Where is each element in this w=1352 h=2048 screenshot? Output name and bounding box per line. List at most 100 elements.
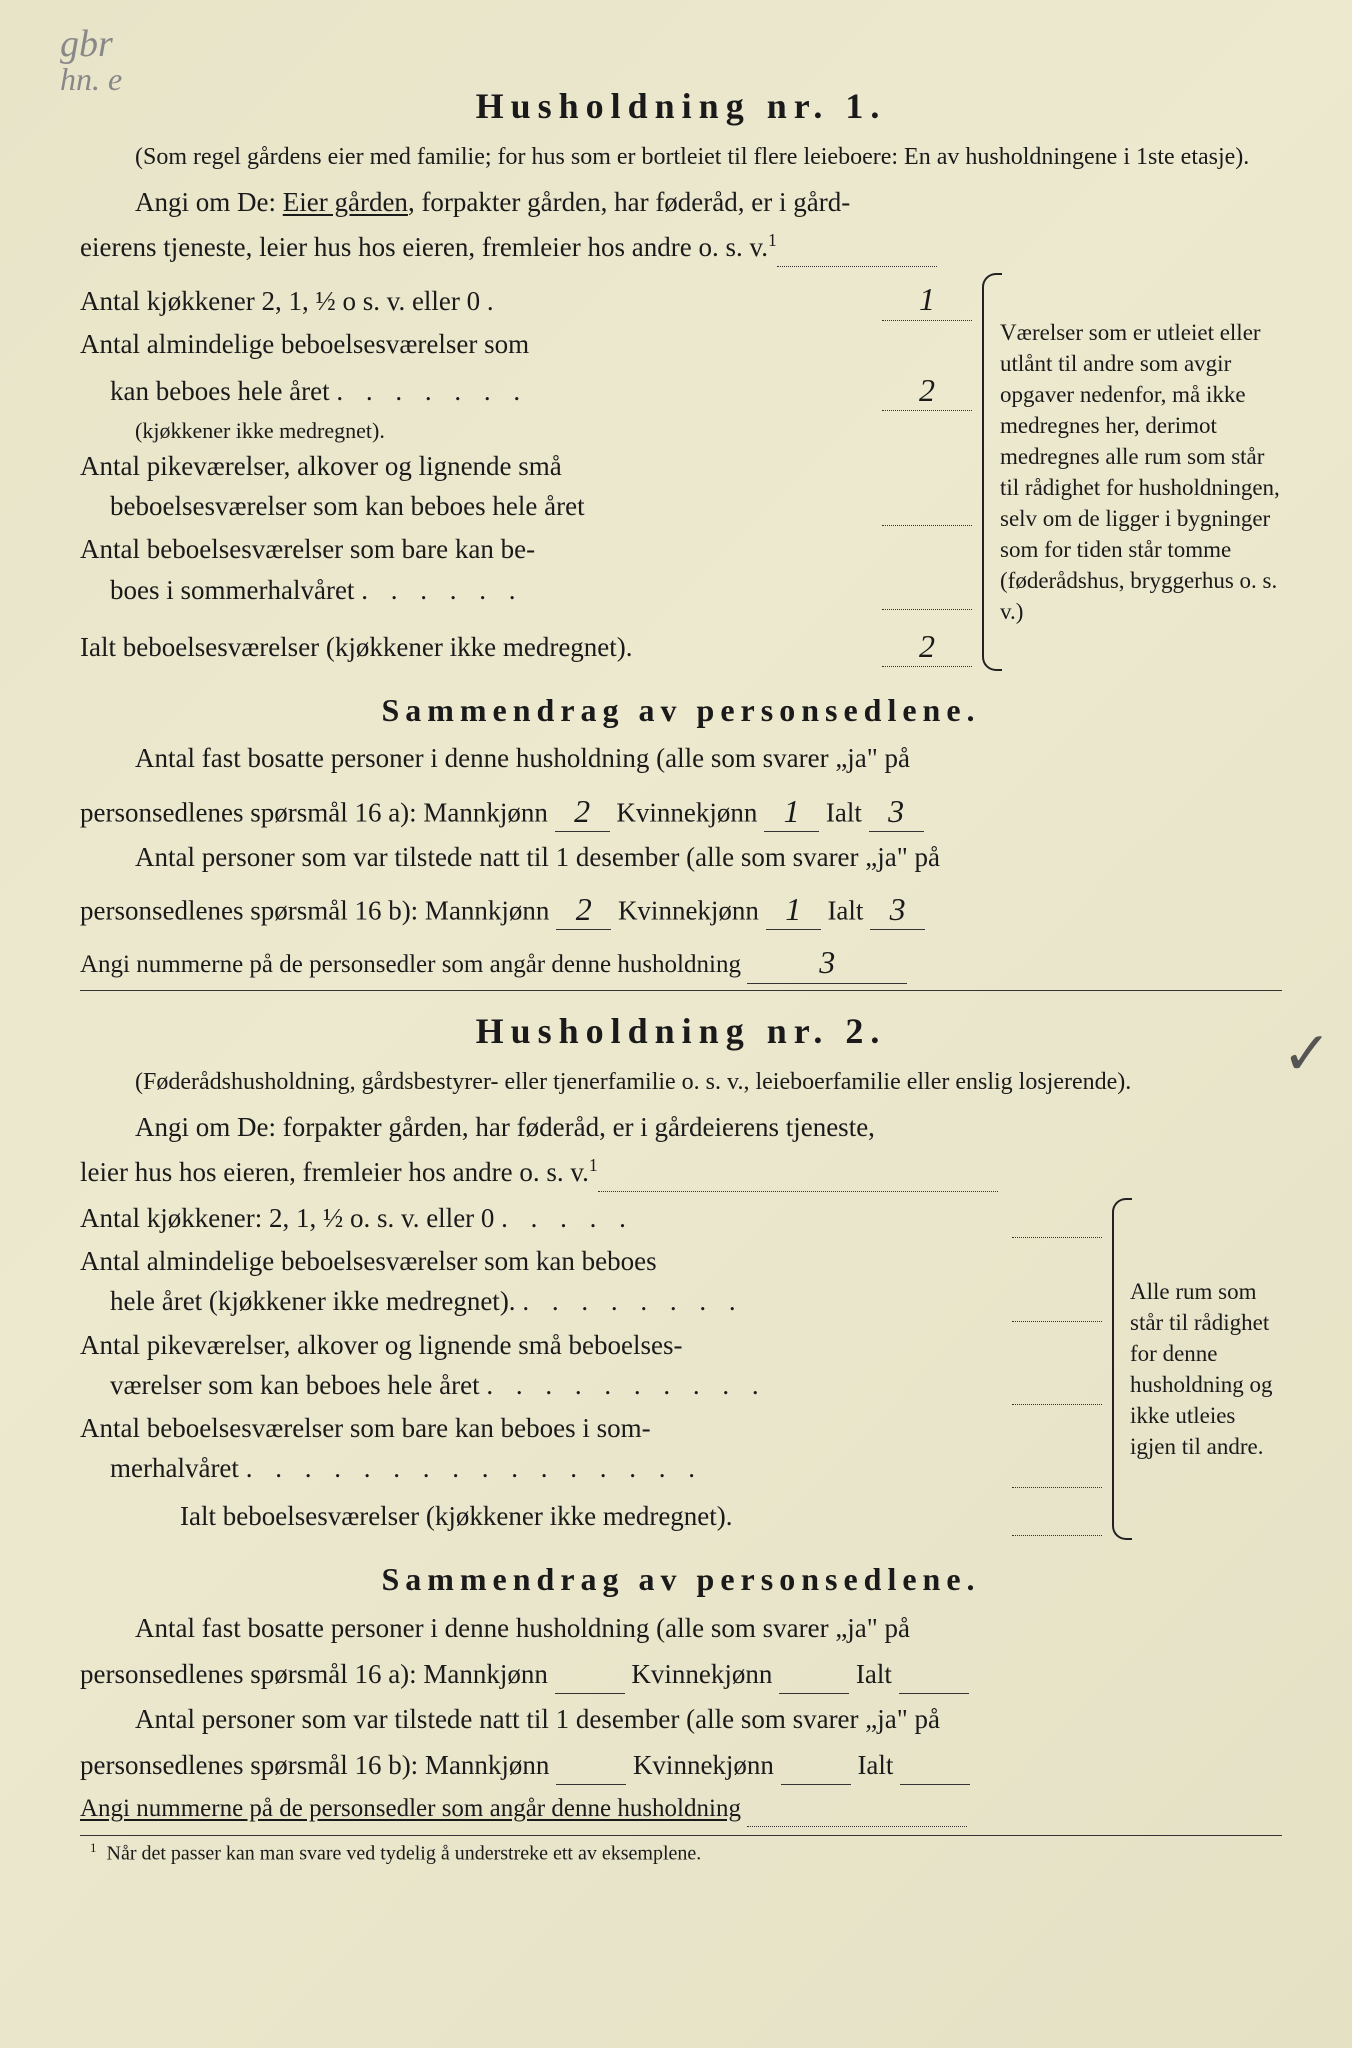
s1-line1a: Antal fast bosatte personer i denne hush… (80, 739, 1282, 778)
s1-kvinn16a: 1 (764, 785, 819, 832)
h2-row3-label2: værelser som kan beboes hele året . . . … (80, 1366, 1012, 1405)
row4-label1: Antal beboelsesværelser som bare kan be- (80, 530, 972, 569)
s2-angi-nr: Angi nummerne på de personsedler som ang… (80, 1791, 1282, 1827)
h2-row1-fill (1012, 1198, 1102, 1238)
h2-row3-item: værelser som kan beboes hele året . . . … (80, 1365, 1102, 1405)
s1-16b-pre: personsedlenes spørsmål 16 b): Mannkjønn (80, 895, 549, 925)
s2-line1b: personsedlenes spørsmål 16 a): Mannkjønn… (80, 1654, 1282, 1694)
s2-ialt16a (899, 1654, 969, 1694)
s1-line2b: personsedlenes spørsmål 16 b): Mannkjønn… (80, 883, 1282, 930)
row2-item: kan beboes hele året . . . . . . . 2 (80, 364, 972, 411)
s1-mann16b: 2 (556, 883, 611, 930)
row5-value: 2 (913, 623, 941, 669)
household2-paren: (Føderådshusholdning, gårdsbestyrer- ell… (80, 1065, 1282, 1100)
h2-row4-label2: merhalvåret . . . . . . . . . . . . . . … (80, 1449, 1012, 1488)
row5-item: Ialt beboelsesværelser (kjøkkener ikke m… (80, 620, 972, 667)
household2-angi: Angi om De: forpakter gården, har føderå… (80, 1108, 1282, 1147)
h2-row4-fill (1012, 1448, 1102, 1488)
kvinn-lbl: Kvinnekjønn (616, 797, 757, 827)
s2-angi-blank (747, 1800, 967, 1828)
household1-rooms-block: Antal kjøkkener 2, 1, ½ o s. v. eller 0 … (80, 273, 1282, 671)
s1-angi-nr: Angi nummerne på de personsedler som ang… (80, 936, 1282, 983)
h2-angi-blank (598, 1162, 998, 1192)
h2-row5-label: Ialt beboelsesværelser (kjøkkener ikke m… (80, 1497, 1012, 1536)
s1-ialt16b: 3 (870, 883, 925, 930)
handwritten-corner-note: gbr hn. e (60, 25, 122, 95)
h2-row2-label2: hele året (kjøkkener ikke medregnet). . … (80, 1282, 1012, 1321)
h2-row2-label1: Antal almindelige beboelsesværelser som … (80, 1242, 1102, 1281)
household2-rooms-block: Antal kjøkkener: 2, 1, ½ o. s. v. eller … (80, 1198, 1282, 1540)
h2-row2-fill (1012, 1281, 1102, 1321)
h2-row5-fill (1012, 1496, 1102, 1536)
s1-16a-pre: personsedlenes spørsmål 16 a): Mannkjønn (80, 797, 548, 827)
row3-label1: Antal pikeværelser, alkover og lignende … (80, 447, 972, 486)
h2-row1-label: Antal kjøkkener: 2, 1, ½ o. s. v. eller … (80, 1199, 1012, 1238)
s1-ialt16a: 3 (869, 785, 924, 832)
household1-side-note: Værelser som er utleiet eller utlånt til… (982, 273, 1282, 671)
divider (80, 990, 1282, 991)
dots: . . . . . . (361, 575, 523, 605)
h2-row1: Antal kjøkkener: 2, 1, ½ o. s. v. eller … (80, 1198, 1102, 1238)
h2-row4-item: merhalvåret . . . . . . . . . . . . . . … (80, 1448, 1102, 1488)
household1-paren: (Som regel gårdens eier med familie; for… (80, 140, 1282, 175)
angi-line2: eierens tjeneste, leier hus hos eieren, … (80, 232, 768, 262)
h2-row5-item: Ialt beboelsesværelser (kjøkkener ikke m… (80, 1496, 1102, 1536)
angi-pre: Angi om De: (135, 187, 276, 217)
angi-rest: , forpakter gården, har føderåd, er i gå… (408, 187, 850, 217)
row2-label1: Antal almindelige beboelsesværelser som (80, 325, 972, 364)
footnote-num: 1 (90, 1840, 97, 1855)
row5-fill: 2 (882, 620, 972, 667)
h2-row2-item: hele året (kjøkkener ikke medregnet). . … (80, 1281, 1102, 1321)
household1-angi2: eierens tjeneste, leier hus hos eieren, … (80, 228, 1282, 267)
row3-item: beboelsesværelser som kan beboes hele år… (80, 486, 972, 526)
household1-angi: Angi om De: Eier gården, forpakter gårde… (80, 183, 1282, 222)
h2-row3-wrap: Antal pikeværelser, alkover og lignende … (80, 1326, 1102, 1405)
row2-value: 2 (913, 367, 941, 413)
row2-label2: kan beboes hele året . . . . . . . (80, 372, 882, 411)
h2-row3-label1: Antal pikeværelser, alkover og lignende … (80, 1326, 1102, 1365)
household1-title: Husholdning nr. 1. (80, 80, 1282, 132)
footnote-text: Når det passer kan man svare ved tydelig… (107, 1843, 702, 1865)
s1-line1b: personsedlenes spørsmål 16 a): Mannkjønn… (80, 785, 1282, 832)
hand-line2: hn. e (60, 63, 122, 95)
row-kitchens: Antal kjøkkener 2, 1, ½ o s. v. eller 0 … (80, 273, 972, 320)
dots: . (487, 286, 502, 316)
s2-line1a: Antal fast bosatte personer i denne hush… (80, 1609, 1282, 1648)
h2-row2-wrap: Antal almindelige beboelsesværelser som … (80, 1242, 1102, 1321)
eier-garden-underlined: Eier gården (283, 187, 408, 217)
census-form-page: gbr hn. e ✓ Husholdning nr. 1. (Som rege… (0, 0, 1352, 2048)
s1-kvinn16b: 1 (766, 883, 821, 930)
row1-value: 1 (913, 276, 941, 322)
row2-fill: 2 (882, 364, 972, 411)
row1-fill: 1 (882, 273, 972, 320)
s1-mann16a: 2 (555, 785, 610, 832)
s1-line2a: Antal personer som var tilstede natt til… (80, 838, 1282, 877)
summary1-title: Sammendrag av personsedlene. (80, 687, 1282, 733)
rooms-left: Antal kjøkkener 2, 1, ½ o s. v. eller 0 … (80, 273, 972, 671)
h2-row4-wrap: Antal beboelsesværelser som bare kan beb… (80, 1409, 1102, 1488)
household2-angi2: leier hus hos eieren, fremleier hos andr… (80, 1153, 1282, 1192)
row1-label: Antal kjøkkener 2, 1, ½ o s. v. eller 0 … (80, 282, 882, 321)
s2-line2a: Antal personer som var tilstede natt til… (80, 1700, 1282, 1739)
footnote: 1 Når det passer kan man svare ved tydel… (80, 1835, 1282, 1869)
row4-label2: boes i sommerhalvåret . . . . . . (80, 571, 882, 610)
s2-mann16a (555, 1654, 625, 1694)
row4-item: boes i sommerhalvåret . . . . . . (80, 570, 972, 610)
row2-wrap: Antal almindelige beboelsesværelser som … (80, 325, 972, 447)
dots: . . . . . . . (336, 376, 528, 406)
row3-wrap: Antal pikeværelser, alkover og lignende … (80, 447, 972, 526)
s2-kvinn16a (779, 1654, 849, 1694)
row4-fill (882, 570, 972, 610)
h2-row3-fill (1012, 1365, 1102, 1405)
row3-label2: beboelsesværelser som kan beboes hele år… (80, 487, 882, 526)
h2-rooms-left: Antal kjøkkener: 2, 1, ½ o. s. v. eller … (80, 1198, 1102, 1540)
row2-sub: (kjøkkener ikke medregnet). (80, 415, 972, 447)
household2-side-note: Alle rum som står til rådighet for denne… (1112, 1198, 1282, 1540)
summary2-title: Sammendrag av personsedlene. (80, 1556, 1282, 1602)
s1-angi-nr-fill: 3 (747, 936, 907, 983)
ialt-lbl: Ialt (826, 797, 862, 827)
household2-title: Husholdning nr. 2. (80, 1005, 1282, 1057)
hand-line1: gbr (60, 25, 122, 63)
checkmark-annotation: ✓ (1282, 1010, 1332, 1097)
s2-line2b: personsedlenes spørsmål 16 b): Mannkjønn… (80, 1745, 1282, 1785)
